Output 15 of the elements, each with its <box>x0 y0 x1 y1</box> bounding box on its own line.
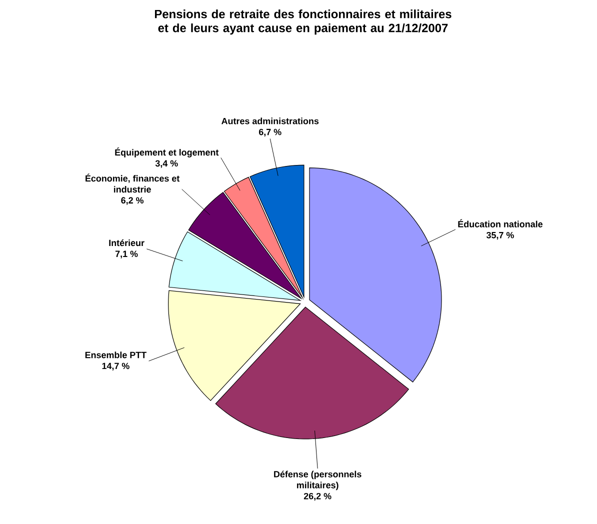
slice-label: Éducation nationale <box>458 219 543 228</box>
data-label: 14,7 % <box>102 362 130 370</box>
chart-title: Pensions de retraite des fonctionnaires et militaires et de leurs ayant cause en paiement au 21/12/2007 <box>154 10 452 35</box>
slice-label: Autres administrations <box>222 118 319 124</box>
slice-label: Intérieur <box>109 239 144 246</box>
slice-label: Économie, finances et industrie <box>86 174 180 193</box>
data-label: 3,4 % <box>155 160 178 168</box>
data-label: 6,2 % <box>121 197 144 205</box>
data-label: 6,7 % <box>258 128 282 136</box>
data-label: 7,1 % <box>115 250 138 258</box>
slice-label: Ensemble PTT <box>85 352 146 358</box>
data-label: 26,2 % <box>304 492 332 501</box>
slice-label: Défense (personnels militaires) <box>274 470 362 490</box>
data-label: 35,7 % <box>486 232 514 240</box>
slice-label: Équipement et logement <box>115 148 219 158</box>
